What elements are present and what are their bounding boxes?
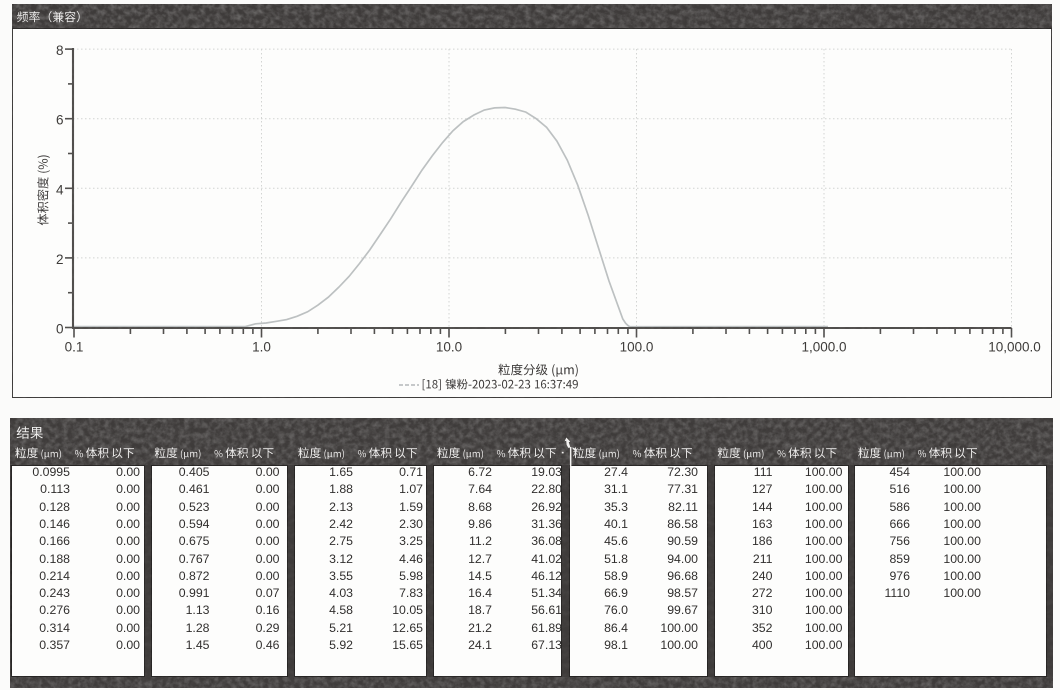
- svg-text:4: 4: [56, 182, 64, 197]
- svg-text:1.0: 1.0: [252, 340, 271, 355]
- svg-text:0: 0: [56, 322, 64, 337]
- svg-text:2: 2: [56, 252, 64, 267]
- svg-text:8: 8: [56, 43, 64, 58]
- svg-text:10,000.0: 10,000.0: [988, 340, 1041, 355]
- svg-text:100.0: 100.0: [620, 340, 654, 355]
- svg-text:1,000.0: 1,000.0: [801, 340, 846, 355]
- svg-text:0.1: 0.1: [65, 340, 84, 355]
- svg-text:10.0: 10.0: [436, 340, 462, 355]
- svg-text:6: 6: [56, 113, 64, 128]
